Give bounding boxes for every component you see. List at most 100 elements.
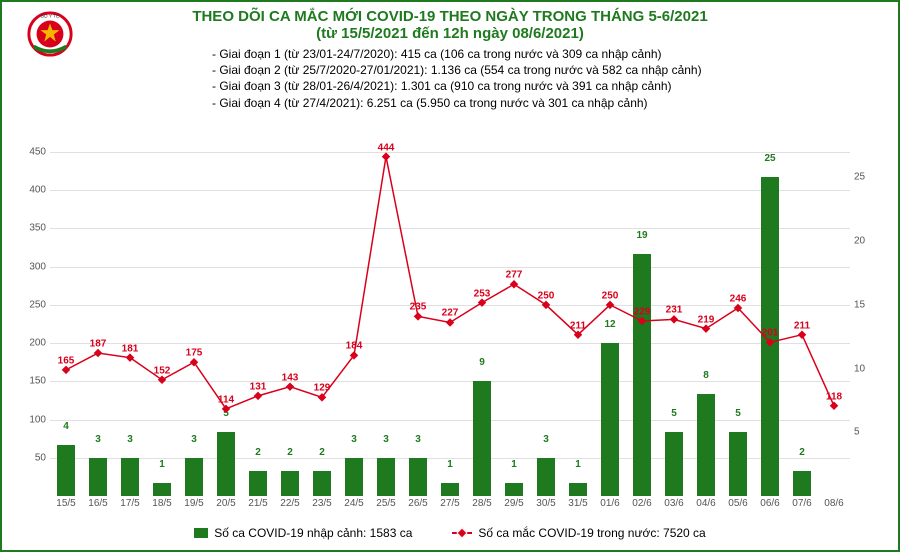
line-value-label: 250 (538, 291, 555, 302)
line-value-label: 129 (314, 383, 331, 394)
x-tick: 29/5 (504, 496, 523, 509)
legend-bar: Số ca COVID-19 nhập cảnh: 1583 ca (194, 526, 412, 540)
line-svg (50, 152, 850, 496)
line-value-label: 114 (218, 395, 234, 406)
y-left-tick: 200 (29, 338, 50, 349)
line-marker (254, 392, 262, 400)
line-value-label: 165 (58, 356, 75, 367)
plot-area: 5010015020025030035040045051015202515/54… (50, 152, 850, 496)
y-right-tick: 25 (850, 172, 865, 183)
x-tick: 27/5 (440, 496, 459, 509)
legend-line: Số ca mắc COVID-19 trong nước: 7520 ca (452, 526, 705, 540)
line-marker (126, 353, 134, 361)
phase-3: - Giai đoạn 3 (từ 28/01-26/4/2021): 1.30… (212, 78, 898, 94)
x-tick: 25/5 (376, 496, 395, 509)
y-right-tick: 10 (850, 363, 865, 374)
line-value-label: 184 (346, 341, 363, 352)
bar-swatch-icon (194, 528, 208, 538)
x-tick: 01/6 (600, 496, 619, 509)
x-tick: 31/5 (568, 496, 587, 509)
line-marker (190, 358, 198, 366)
y-left-tick: 400 (29, 185, 50, 196)
chart-frame: BỘ Y TẾ THEO DÕI CA MẮC MỚI COVID-19 THE… (0, 0, 900, 552)
x-tick: 17/5 (120, 496, 139, 509)
line-value-label: 201 (762, 328, 779, 339)
x-tick: 26/5 (408, 496, 427, 509)
line-value-label: 229 (634, 307, 651, 318)
line-value-label: 444 (378, 142, 395, 153)
x-tick: 28/5 (472, 496, 491, 509)
line-marker (670, 315, 678, 323)
x-tick: 23/5 (312, 496, 331, 509)
line-marker (62, 366, 70, 374)
x-tick: 02/6 (632, 496, 651, 509)
line-marker (478, 298, 486, 306)
x-tick: 22/5 (280, 496, 299, 509)
line-marker (158, 376, 166, 384)
line-marker (830, 402, 838, 410)
phase-1: - Giai đoạn 1 (từ 23/01-24/7/2020): 415 … (212, 46, 898, 62)
line-value-label: 211 (794, 320, 810, 331)
ministry-logo: BỘ Y TẾ (26, 10, 74, 58)
x-tick: 06/6 (760, 496, 779, 509)
x-tick: 08/6 (824, 496, 843, 509)
y-left-tick: 300 (29, 261, 50, 272)
line-marker (382, 152, 390, 160)
line-value-label: 253 (474, 288, 491, 299)
y-left-tick: 450 (29, 147, 50, 158)
x-tick: 21/5 (248, 496, 267, 509)
line-path (66, 157, 834, 409)
y-right-tick: 15 (850, 299, 865, 310)
line-marker (94, 349, 102, 357)
x-tick: 18/5 (152, 496, 171, 509)
x-tick: 15/5 (56, 496, 75, 509)
phase-2: - Giai đoạn 2 (từ 25/7/2020-27/01/2021):… (212, 62, 898, 78)
y-right-tick: 5 (850, 427, 860, 438)
x-tick: 20/5 (216, 496, 235, 509)
line-value-label: 131 (250, 382, 267, 393)
title-block: THEO DÕI CA MẮC MỚI COVID-19 THEO NGÀY T… (2, 2, 898, 42)
line-value-label: 227 (442, 308, 459, 319)
x-tick: 04/6 (696, 496, 715, 509)
x-tick: 24/5 (344, 496, 363, 509)
line-marker (702, 324, 710, 332)
line-value-label: 277 (506, 270, 523, 281)
x-tick: 05/6 (728, 496, 747, 509)
title-line-1: THEO DÕI CA MẮC MỚI COVID-19 THEO NGÀY T… (2, 8, 898, 25)
line-marker (446, 318, 454, 326)
x-tick: 07/6 (792, 496, 811, 509)
y-left-tick: 50 (35, 452, 50, 463)
line-value-label: 211 (570, 320, 586, 331)
line-value-label: 246 (730, 294, 747, 305)
line-marker (414, 312, 422, 320)
legend-bar-label: Số ca COVID-19 nhập cảnh: 1583 ca (214, 526, 412, 540)
line-marker (638, 317, 646, 325)
y-left-tick: 350 (29, 223, 50, 234)
line-value-label: 152 (154, 365, 171, 376)
line-value-label: 219 (698, 314, 715, 325)
y-left-tick: 250 (29, 299, 50, 310)
line-marker (222, 405, 230, 413)
y-left-tick: 100 (29, 414, 50, 425)
line-value-label: 187 (90, 339, 107, 350)
line-value-label: 231 (666, 305, 683, 316)
y-left-tick: 150 (29, 376, 50, 387)
line-value-label: 250 (602, 291, 619, 302)
x-tick: 19/5 (184, 496, 203, 509)
y-right-tick: 20 (850, 236, 865, 247)
line-marker (510, 280, 518, 288)
line-value-label: 181 (122, 343, 139, 354)
line-value-label: 143 (282, 372, 299, 383)
phase-4: - Giai đoạn 4 (từ 27/4/2021): 6.251 ca (… (212, 95, 898, 111)
phase-block: - Giai đoạn 1 (từ 23/01-24/7/2020): 415 … (212, 46, 898, 111)
line-value-label: 118 (826, 391, 842, 402)
line-value-label: 175 (186, 348, 203, 359)
title-line-2: (từ 15/5/2021 đến 12h ngày 08/6/2021) (2, 25, 898, 42)
x-tick: 16/5 (88, 496, 107, 509)
x-tick: 03/6 (664, 496, 683, 509)
line-swatch-icon (452, 532, 472, 534)
legend: Số ca COVID-19 nhập cảnh: 1583 ca Số ca … (2, 526, 898, 540)
x-tick: 30/5 (536, 496, 555, 509)
line-marker (286, 382, 294, 390)
legend-line-label: Số ca mắc COVID-19 trong nước: 7520 ca (478, 526, 705, 540)
